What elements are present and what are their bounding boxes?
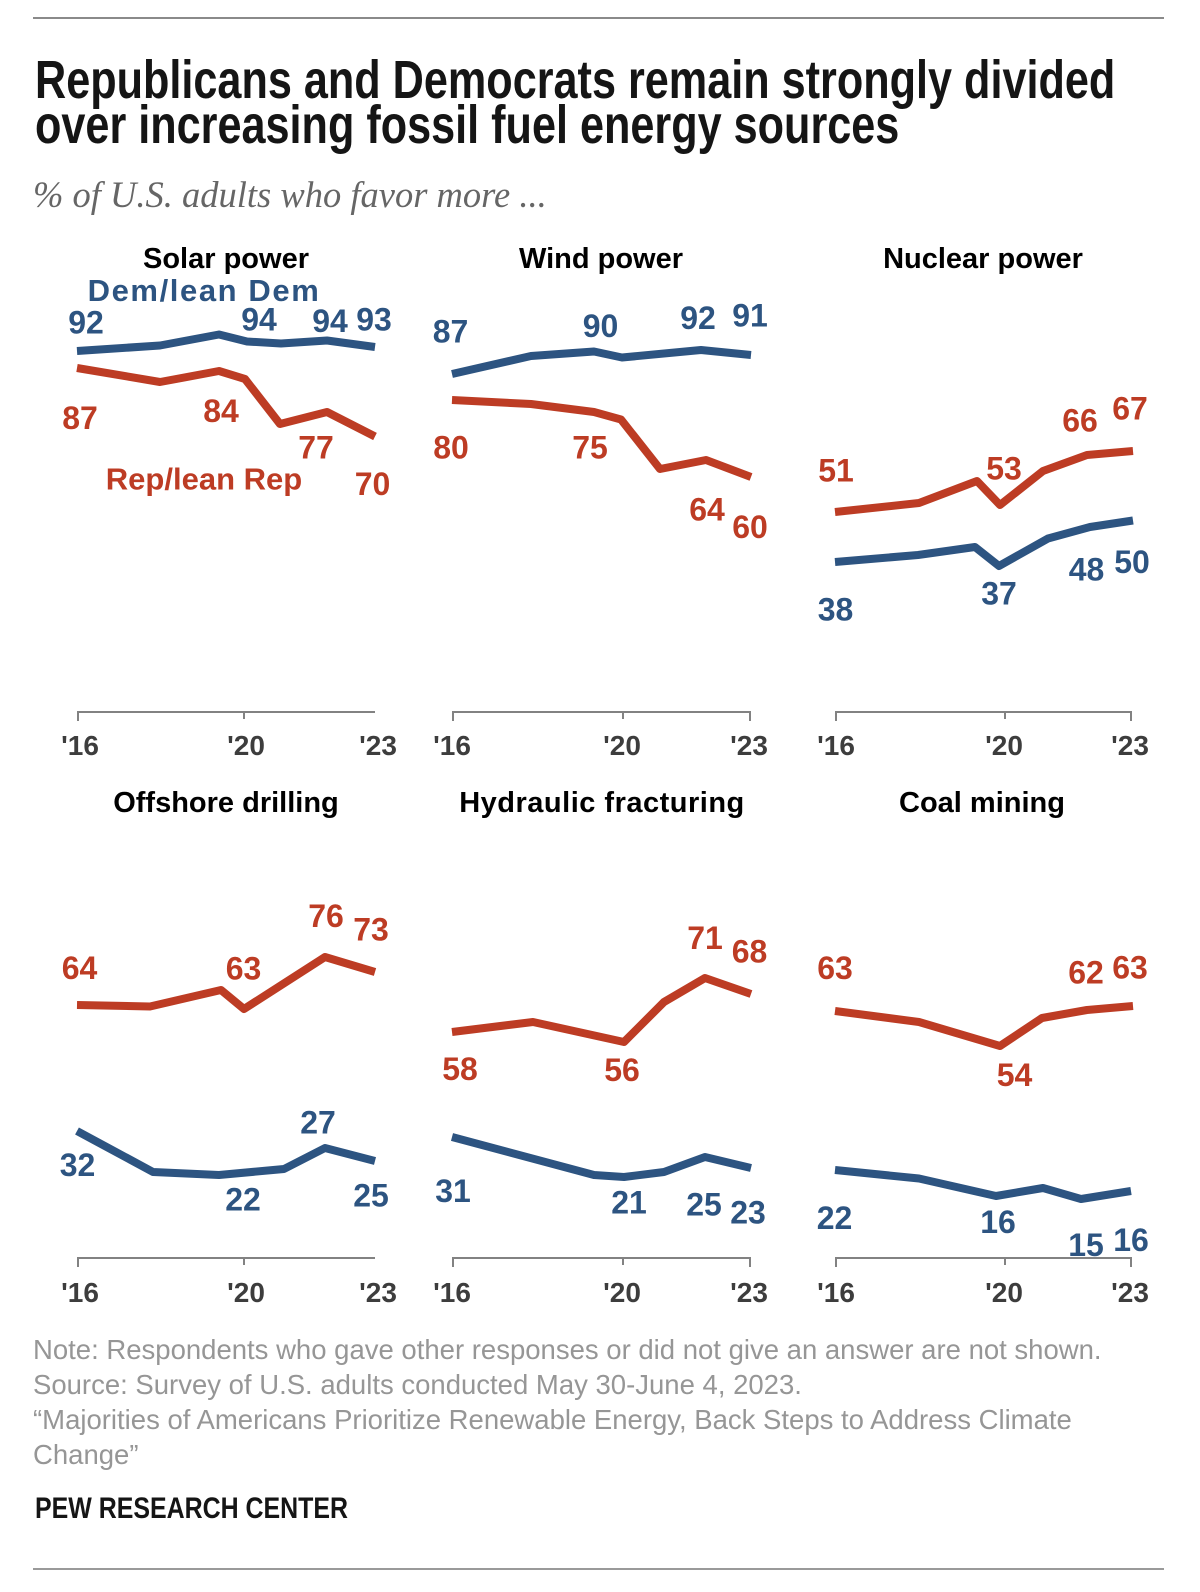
svg-text:'20: '20 [985,1277,1023,1308]
svg-text:23: 23 [730,1195,766,1231]
svg-text:63: 63 [1112,950,1148,986]
svg-text:'16: '16 [433,1277,471,1308]
svg-text:37: 37 [981,576,1017,612]
svg-text:92: 92 [680,300,716,336]
svg-text:Rep/lean Rep: Rep/lean Rep [106,462,302,497]
svg-text:91: 91 [732,298,768,334]
svg-text:56: 56 [604,1052,640,1088]
svg-text:'23: '23 [1111,730,1149,761]
svg-text:71: 71 [687,920,723,956]
svg-text:'20: '20 [227,730,265,761]
svg-text:76: 76 [308,898,344,934]
svg-text:87: 87 [62,400,98,436]
svg-text:Offshore drilling: Offshore drilling [113,787,339,819]
svg-text:27: 27 [300,1105,336,1141]
svg-text:70: 70 [355,466,391,502]
svg-text:'20: '20 [227,1277,265,1308]
svg-text:32: 32 [60,1147,96,1183]
svg-text:63: 63 [226,951,262,987]
svg-text:54: 54 [997,1057,1033,1093]
svg-text:'16: '16 [817,1277,855,1308]
svg-text:22: 22 [225,1182,261,1218]
svg-text:94: 94 [312,303,348,339]
svg-text:75: 75 [572,430,608,466]
svg-text:90: 90 [583,308,619,344]
svg-text:Wind power: Wind power [519,243,683,275]
svg-text:'20: '20 [985,730,1023,761]
svg-text:87: 87 [433,314,469,350]
svg-text:16: 16 [980,1204,1016,1240]
svg-text:77: 77 [298,430,334,466]
svg-text:80: 80 [433,430,469,466]
svg-text:'16: '16 [817,730,855,761]
svg-text:60: 60 [732,509,768,545]
svg-text:63: 63 [817,950,853,986]
svg-text:64: 64 [62,950,98,986]
svg-text:'20: '20 [603,1277,641,1308]
svg-text:58: 58 [442,1051,478,1087]
svg-text:25: 25 [353,1178,389,1214]
svg-text:68: 68 [732,934,768,970]
svg-text:38: 38 [818,592,854,628]
svg-text:25: 25 [686,1187,722,1223]
svg-text:15: 15 [1068,1227,1104,1263]
svg-text:'20: '20 [603,730,641,761]
svg-text:94: 94 [241,302,277,338]
svg-text:Solar power: Solar power [143,243,309,275]
svg-text:'23: '23 [359,730,397,761]
svg-text:92: 92 [68,305,104,341]
svg-text:'23: '23 [730,1277,768,1308]
svg-text:67: 67 [1112,391,1148,427]
svg-text:'16: '16 [61,1277,99,1308]
svg-text:73: 73 [353,912,389,948]
svg-text:'23: '23 [730,730,768,761]
svg-text:22: 22 [817,1200,853,1236]
svg-text:21: 21 [611,1185,647,1221]
svg-text:'23: '23 [359,1277,397,1308]
svg-text:16: 16 [1113,1222,1149,1258]
svg-text:'16: '16 [433,730,471,761]
svg-text:51: 51 [818,453,854,489]
svg-text:'23: '23 [1111,1277,1149,1308]
svg-text:64: 64 [689,492,725,528]
svg-text:Dem/lean Dem: Dem/lean Dem [88,273,321,308]
svg-text:53: 53 [986,451,1022,487]
svg-text:62: 62 [1068,955,1104,991]
svg-text:'16: '16 [61,730,99,761]
svg-text:Nuclear power: Nuclear power [883,243,1083,275]
svg-text:48: 48 [1069,552,1105,588]
svg-text:93: 93 [356,302,392,338]
svg-text:Hydraulic fracturing: Hydraulic fracturing [459,787,745,819]
svg-text:84: 84 [203,393,239,429]
svg-text:50: 50 [1114,544,1150,580]
svg-text:31: 31 [435,1173,471,1209]
svg-text:66: 66 [1062,403,1098,439]
svg-text:Coal mining: Coal mining [899,787,1065,819]
